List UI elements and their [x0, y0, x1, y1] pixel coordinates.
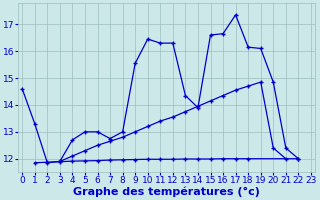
X-axis label: Graphe des températures (°c): Graphe des températures (°c) [73, 187, 260, 197]
